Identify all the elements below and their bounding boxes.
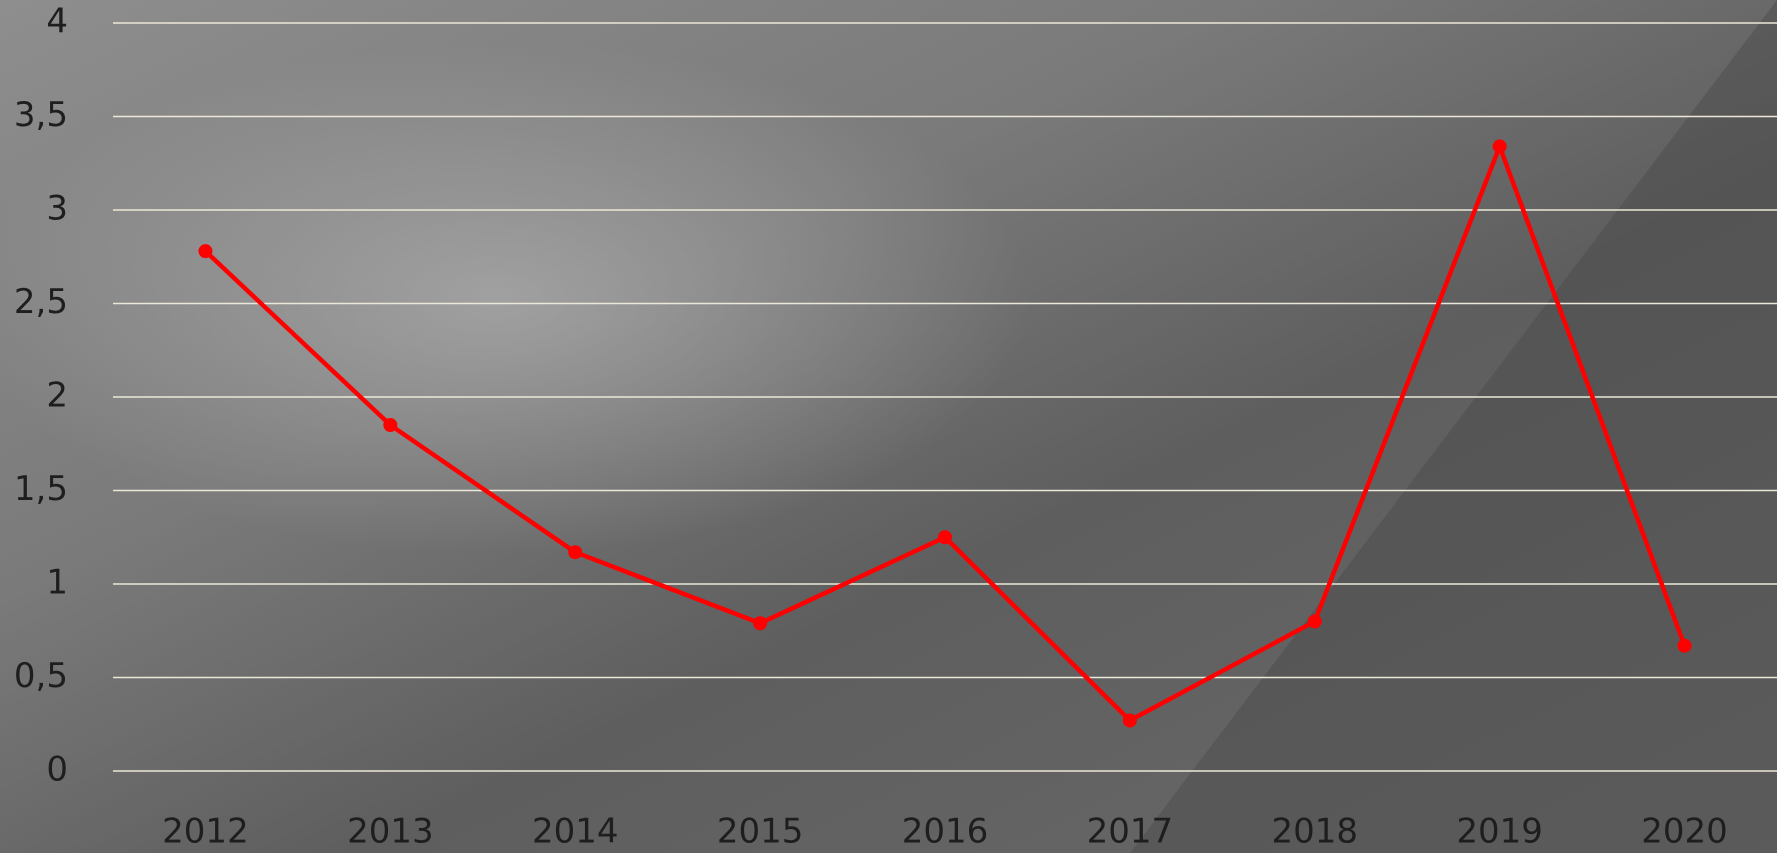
- y-tick-label: 0: [46, 750, 68, 790]
- data-point: [383, 418, 397, 432]
- x-tick-label: 2016: [902, 812, 989, 852]
- data-point: [1493, 139, 1507, 153]
- x-tick-label: 2020: [1641, 812, 1728, 852]
- x-tick-label: 2015: [717, 812, 804, 852]
- x-tick-label: 2018: [1272, 812, 1359, 852]
- data-point: [198, 244, 212, 258]
- data-point: [1308, 614, 1322, 628]
- x-tick-label: 2019: [1456, 812, 1543, 852]
- y-tick-label: 2: [46, 376, 68, 416]
- y-tick-label: 3: [46, 189, 68, 229]
- x-tick-label: 2017: [1087, 812, 1174, 852]
- data-point: [568, 545, 582, 559]
- data-point: [1123, 714, 1137, 728]
- data-point: [1678, 639, 1692, 653]
- chart: 0 0,5 1 1,5 2 2,5 3 3,5 4 2012 2013 2014 2015 2016 201…: [0, 0, 1777, 853]
- x-tick-label: 2012: [162, 812, 249, 852]
- y-tick-label: 1,5: [14, 469, 68, 509]
- x-tick-label: 2014: [532, 812, 619, 852]
- data-point: [753, 616, 767, 630]
- x-tick-label: 2013: [347, 812, 434, 852]
- y-tick-label: 1: [46, 563, 68, 603]
- page: {"chart_data": {"type": "line", "categor…: [0, 0, 1777, 853]
- y-tick-label: 4: [46, 2, 68, 42]
- data-point: [938, 530, 952, 544]
- y-tick-label: 0,5: [14, 656, 68, 696]
- y-tick-label: 2,5: [14, 282, 68, 322]
- y-tick-label: 3,5: [14, 95, 68, 135]
